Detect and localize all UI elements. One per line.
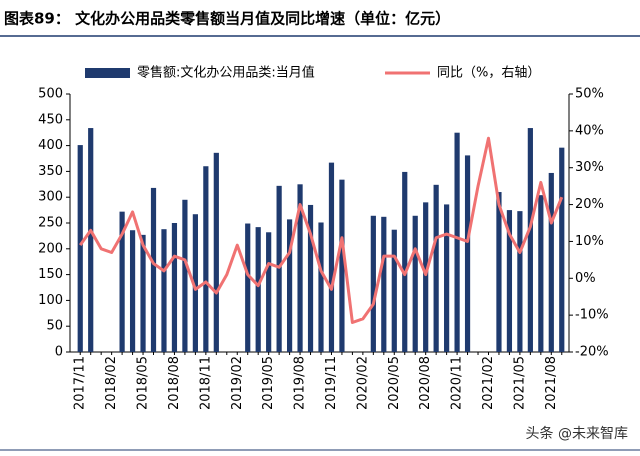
bar xyxy=(444,204,450,352)
bar xyxy=(412,215,418,352)
bar xyxy=(496,192,502,352)
watermark: 头条 @未来智库 xyxy=(526,425,628,442)
bar xyxy=(192,214,198,352)
x-tick-label: 2020/05 xyxy=(387,356,402,410)
x-tick-label: 2018/08 xyxy=(167,356,182,410)
bar xyxy=(517,211,523,352)
bar xyxy=(559,147,565,352)
bar xyxy=(391,229,397,352)
x-tick-label: 2020/08 xyxy=(418,356,433,410)
x-tick-label: 2021/08 xyxy=(544,356,559,410)
bar xyxy=(433,184,439,352)
bar xyxy=(286,219,293,352)
bar xyxy=(203,166,209,352)
bar xyxy=(328,162,335,352)
bar xyxy=(454,132,460,352)
bar xyxy=(140,234,146,352)
bar xyxy=(171,223,178,352)
y2-tick-label: -20% xyxy=(575,345,609,360)
y-tick-label: 350 xyxy=(38,164,63,179)
bar xyxy=(307,204,314,352)
legend-label: 零售额:文化办公用品类:当月值 xyxy=(137,65,315,81)
line xyxy=(79,136,564,325)
y2-tick-label: 0% xyxy=(575,271,596,286)
x-tick-label: 2017/11 xyxy=(73,356,88,410)
bar xyxy=(276,185,282,352)
bar xyxy=(381,216,387,352)
y-tick-label: 100 xyxy=(38,293,63,308)
bar xyxy=(318,222,324,352)
x-tick-label: 2019/11 xyxy=(324,356,339,410)
x-tick-label: 2021/05 xyxy=(512,356,527,410)
y-tick-label: 300 xyxy=(38,190,63,205)
chart-title: 图表89： 文化办公用品类零售额当月值及同比增速（单位：亿元） xyxy=(4,10,450,28)
x-tick-label: 2019/02 xyxy=(230,356,245,410)
y-tick-label: 250 xyxy=(38,216,63,231)
y-tick-label: 500 xyxy=(38,87,63,102)
x-tick-label: 2018/02 xyxy=(104,356,119,410)
y2-tick-label: 20% xyxy=(575,197,604,212)
bar xyxy=(129,230,136,352)
x-tick-label: 2019/08 xyxy=(293,356,308,410)
bar xyxy=(548,172,554,352)
y2-tick-label: 50% xyxy=(575,87,604,102)
y2-tick-label: 10% xyxy=(575,234,604,249)
y-tick-label: 0 xyxy=(55,345,63,360)
bar xyxy=(423,202,429,352)
bar xyxy=(538,195,544,352)
y2-tick-label: 30% xyxy=(575,160,604,175)
legend-swatch xyxy=(85,68,130,78)
bar xyxy=(506,210,513,352)
legend-label: 同比（%，右轴） xyxy=(437,66,540,81)
y-tick-label: 50 xyxy=(46,319,63,334)
bar xyxy=(255,227,261,352)
y2-tick-label: -10% xyxy=(575,308,609,323)
bar xyxy=(150,187,157,352)
x-tick-label: 2021/02 xyxy=(481,356,496,410)
bar xyxy=(161,229,167,352)
y-tick-label: 150 xyxy=(38,267,63,282)
bar xyxy=(370,215,376,352)
bar xyxy=(88,128,94,352)
y-tick-label: 450 xyxy=(38,112,63,127)
bar xyxy=(464,155,471,352)
bar xyxy=(77,145,83,352)
y-tick-label: 200 xyxy=(38,241,63,256)
bar xyxy=(527,128,533,352)
bar xyxy=(297,184,303,352)
y2-tick-label: 40% xyxy=(575,123,604,138)
y-tick-label: 400 xyxy=(38,138,63,153)
x-tick-label: 2018/05 xyxy=(136,356,151,410)
bar xyxy=(339,179,345,352)
bar xyxy=(245,223,251,352)
x-tick-label: 2020/11 xyxy=(450,356,465,410)
bar xyxy=(402,171,408,352)
x-tick-label: 2018/11 xyxy=(198,356,213,410)
bar xyxy=(213,152,219,352)
bar xyxy=(182,199,188,352)
x-tick-label: 2019/05 xyxy=(261,356,276,410)
bar xyxy=(119,211,125,352)
x-tick-label: 2020/02 xyxy=(355,356,370,410)
bar xyxy=(266,232,272,352)
